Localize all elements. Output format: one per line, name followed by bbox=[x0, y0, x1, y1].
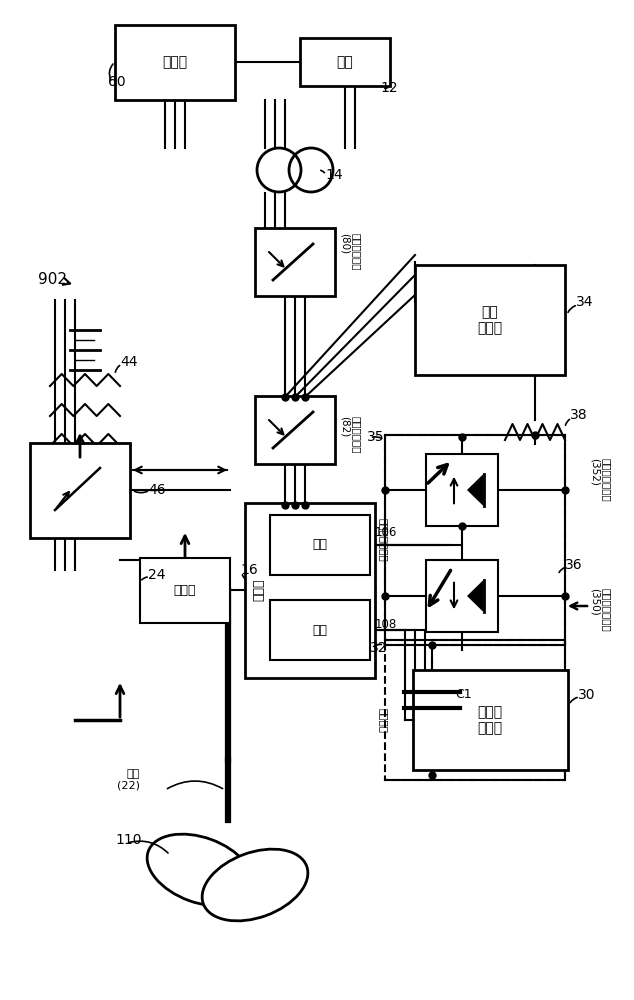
Text: 控制器: 控制器 bbox=[162, 55, 188, 69]
Text: 转子侧开关元件: 转子侧开关元件 bbox=[378, 518, 388, 562]
FancyBboxPatch shape bbox=[415, 265, 565, 375]
Text: 第一开关元件
(80): 第一开关元件 (80) bbox=[340, 233, 361, 271]
Ellipse shape bbox=[147, 834, 253, 906]
Text: 902: 902 bbox=[38, 272, 67, 288]
Text: 12: 12 bbox=[380, 81, 398, 95]
Text: 直流链路: 直流链路 bbox=[378, 708, 388, 732]
FancyBboxPatch shape bbox=[270, 600, 370, 660]
Text: 38: 38 bbox=[570, 408, 588, 422]
Text: 44: 44 bbox=[120, 355, 138, 369]
Text: 主轴
(22): 主轴 (22) bbox=[117, 769, 140, 791]
Text: C1: C1 bbox=[455, 688, 472, 702]
Text: 36: 36 bbox=[565, 558, 583, 572]
Polygon shape bbox=[467, 580, 484, 612]
Text: 24: 24 bbox=[148, 568, 165, 582]
FancyBboxPatch shape bbox=[300, 38, 390, 86]
Text: 46: 46 bbox=[148, 483, 165, 497]
FancyBboxPatch shape bbox=[140, 558, 230, 622]
Text: 16: 16 bbox=[240, 563, 258, 577]
FancyBboxPatch shape bbox=[30, 442, 130, 538]
FancyBboxPatch shape bbox=[255, 396, 335, 464]
FancyBboxPatch shape bbox=[270, 515, 370, 575]
Text: 第二直流斩波器
(352): 第二直流斩波器 (352) bbox=[590, 458, 612, 502]
Text: 110: 110 bbox=[115, 833, 141, 847]
FancyBboxPatch shape bbox=[255, 228, 335, 296]
Text: 转子: 转子 bbox=[313, 624, 328, 637]
Text: 32: 32 bbox=[370, 641, 387, 655]
Text: 第二开关元件
(82): 第二开关元件 (82) bbox=[340, 416, 361, 454]
Text: 电网: 电网 bbox=[337, 55, 353, 69]
Text: 第一直流斩波器
(350): 第一直流斩波器 (350) bbox=[590, 588, 612, 632]
Text: 转子侧
变流器: 转子侧 变流器 bbox=[477, 705, 503, 735]
Ellipse shape bbox=[202, 849, 308, 921]
FancyBboxPatch shape bbox=[245, 502, 375, 678]
FancyBboxPatch shape bbox=[426, 454, 498, 526]
Text: 30: 30 bbox=[578, 688, 595, 702]
Text: 106: 106 bbox=[375, 526, 398, 538]
Text: 14: 14 bbox=[325, 168, 342, 182]
Text: 108: 108 bbox=[375, 618, 398, 632]
FancyBboxPatch shape bbox=[426, 560, 498, 632]
Text: 网侧
变流器: 网侧 变流器 bbox=[477, 305, 503, 335]
Text: 定子: 定子 bbox=[313, 538, 328, 552]
FancyBboxPatch shape bbox=[413, 670, 567, 770]
Text: 齿轮箱: 齿轮箱 bbox=[174, 584, 197, 596]
Text: 60: 60 bbox=[108, 75, 126, 89]
Text: 34: 34 bbox=[576, 295, 593, 309]
Text: 35: 35 bbox=[367, 430, 384, 444]
Polygon shape bbox=[467, 474, 484, 506]
Text: 发电机: 发电机 bbox=[252, 579, 266, 601]
FancyBboxPatch shape bbox=[115, 24, 235, 100]
